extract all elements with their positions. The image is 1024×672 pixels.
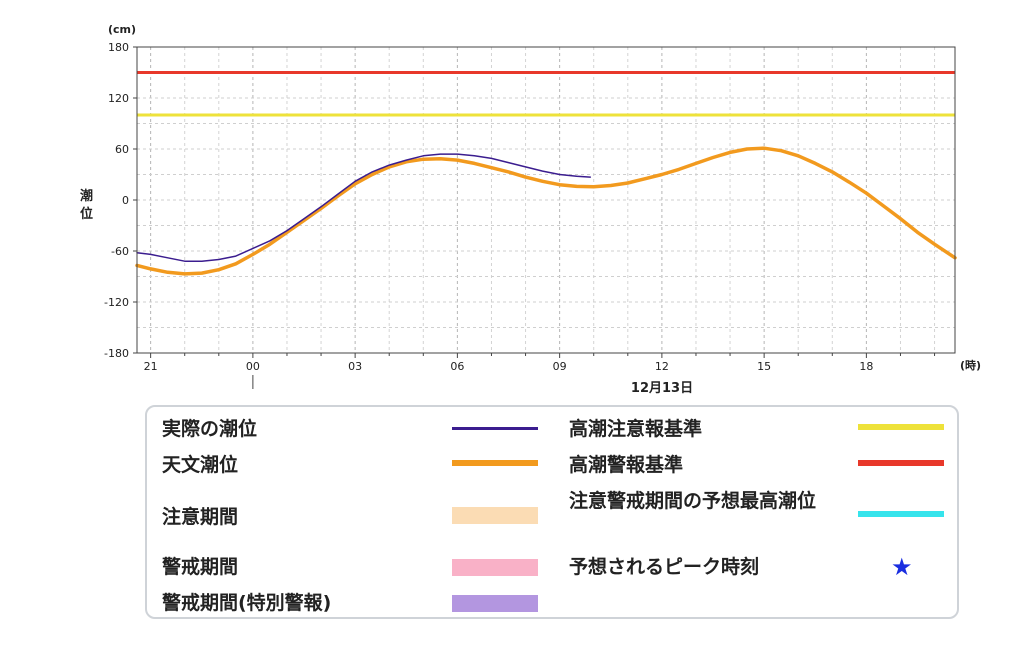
x-tick-label: 21: [144, 360, 158, 373]
legend-swatch-warning-period: [452, 559, 538, 576]
legend-label-actual: 実際の潮位: [162, 418, 258, 440]
y-unit-label: (cm): [108, 23, 136, 36]
legend-swatch-warning-standard: [858, 460, 944, 466]
legend-label-advisory-standard: 高潮注意報基準: [569, 418, 703, 440]
x-tick-label: 06: [450, 360, 464, 373]
x-tick-label: 00: [246, 360, 260, 373]
legend-label-special-period: 警戒期間(特別警報): [162, 592, 332, 614]
legend-label-caution-period: 注意期間: [162, 506, 239, 528]
y-axis-label-2: 位: [80, 206, 93, 222]
x-tick-label: 12: [655, 360, 669, 373]
y-tick-label: -60: [111, 245, 129, 258]
x-tick-label: 09: [553, 360, 567, 373]
legend-swatch-astro: [452, 460, 538, 466]
x-tick-label: 15: [757, 360, 771, 373]
legend-label-warning-period: 警戒期間: [162, 556, 239, 578]
x-tick-label: 03: [348, 360, 362, 373]
tide-chart: (cm) (時) 潮 位 12月13日 180120600-60-120-180…: [80, 23, 981, 396]
actual-tide-line: [136, 153, 592, 262]
peak-star-icon: ★: [891, 553, 913, 581]
astronomical-tide-line: [135, 146, 957, 276]
y-tick-label: -120: [104, 296, 129, 309]
x-unit-label: (時): [960, 358, 981, 372]
legend-swatch-actual: [452, 427, 538, 430]
y-tick-label: 120: [108, 92, 129, 105]
legend-label-peak-time: 予想されるピーク時刻: [569, 556, 760, 578]
legend-label-warning-standard: 高潮警報基準: [569, 454, 684, 476]
y-axis-label-1: 潮: [80, 188, 93, 204]
y-tick-label: 0: [122, 194, 129, 207]
legend-swatch-special-period: [452, 595, 538, 612]
date-label: 12月13日: [631, 381, 693, 396]
y-tick-label: -180: [104, 347, 129, 360]
legend-swatch-caution-period: [452, 507, 538, 524]
legend-swatch-advisory-standard: [858, 424, 944, 430]
y-tick-label: 60: [115, 143, 129, 156]
y-tick-label: 180: [108, 41, 129, 54]
legend-label-forecast-peak-level: 注意警戒期間の予想最高潮位: [569, 490, 817, 512]
legend-panel: 実際の潮位 天文潮位 注意期間 警戒期間 警戒期間(特別警報) 高潮注意報基準 …: [145, 405, 959, 619]
legend-swatch-forecast-peak-level: [858, 511, 944, 517]
legend-label-astro: 天文潮位: [162, 454, 239, 476]
x-tick-label: 18: [859, 360, 873, 373]
